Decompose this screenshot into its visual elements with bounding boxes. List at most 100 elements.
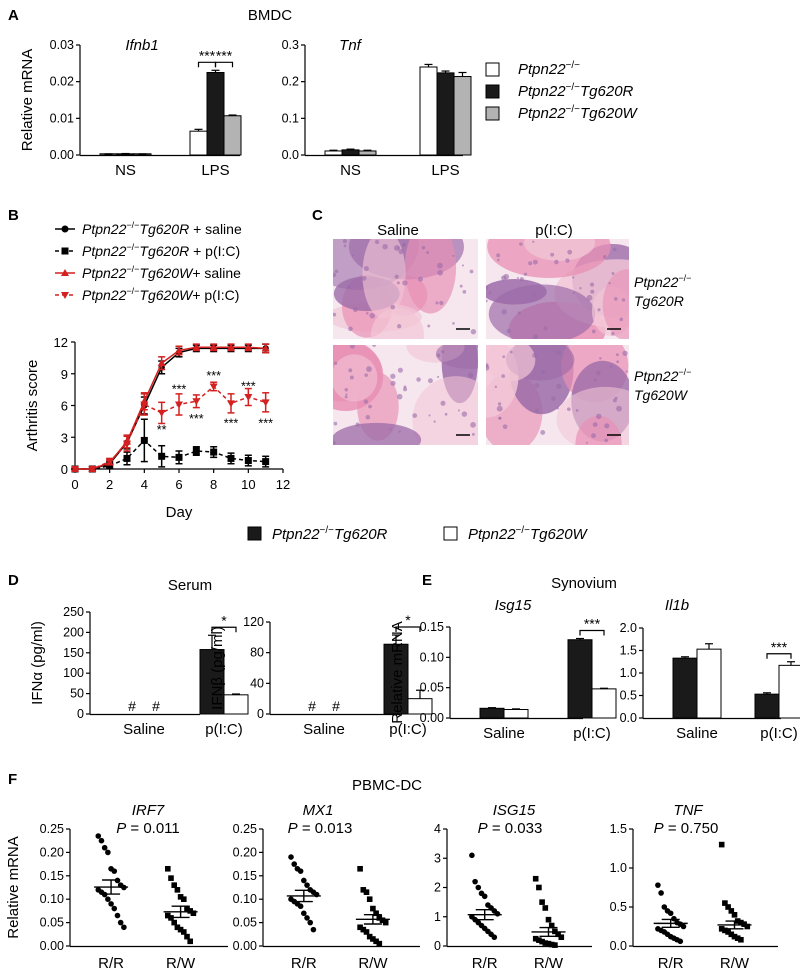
- cell-cluster: [343, 244, 347, 248]
- data-point: [177, 894, 184, 900]
- y-tick-label: 0.00: [40, 939, 64, 953]
- cell-cluster: [361, 275, 367, 281]
- data-point: [192, 447, 200, 455]
- cell-cluster: [501, 309, 507, 315]
- cell-cluster: [459, 284, 463, 288]
- cell-cluster: [433, 420, 436, 423]
- x-tick-label: 0: [71, 477, 78, 492]
- x-tick-label: R/R: [472, 955, 498, 972]
- x-tick-label: 12: [276, 477, 290, 492]
- tissue-region: [435, 345, 478, 369]
- data-point: [98, 837, 105, 844]
- significance-label: ***: [771, 639, 788, 655]
- p-value-label: P = 0.750: [654, 820, 719, 837]
- y-tick-label: 0.0: [282, 148, 299, 162]
- data-point: [366, 933, 373, 940]
- row-label-tg620w: Ptpn22−/−: [634, 367, 691, 384]
- data-point: [304, 882, 310, 888]
- cell-cluster: [452, 254, 455, 257]
- cell-cluster: [494, 385, 498, 389]
- cell-cluster: [572, 291, 575, 295]
- legend-label-tg620w: Ptpn22−/−Tg620W: [518, 104, 639, 122]
- bar: [591, 688, 617, 719]
- y-tick-label: 0.0: [610, 939, 627, 953]
- y-tick-label: 0.15: [233, 869, 257, 883]
- significance-label: ***: [241, 379, 256, 393]
- data-point: [725, 929, 731, 935]
- cell-cluster: [597, 308, 601, 312]
- x-tick-label: p(I:C): [205, 721, 243, 738]
- x-tick-label: NS: [115, 162, 136, 179]
- col-label-pic: p(I:C): [535, 222, 573, 239]
- y-axis-label: Arthritis score: [24, 360, 41, 452]
- bar: [419, 66, 438, 156]
- x-tick-label: Saline: [123, 721, 165, 738]
- data-point: [718, 926, 725, 932]
- cell-cluster: [586, 294, 593, 301]
- col-label-saline: Saline: [377, 222, 419, 239]
- bar: [479, 707, 505, 719]
- cell-cluster: [590, 289, 595, 294]
- data-point: [111, 868, 118, 874]
- y-tick-label: 0.25: [233, 822, 257, 836]
- data-point: [244, 343, 253, 351]
- x-tick-label: Saline: [483, 725, 525, 742]
- cell-cluster: [398, 248, 404, 255]
- cell-cluster: [616, 360, 620, 364]
- data-point: [140, 436, 148, 444]
- mid-legend-label-tg620w: Ptpn22−/−Tg620W: [468, 525, 589, 543]
- x-tick-label: 8: [210, 477, 217, 492]
- data-point: [661, 904, 668, 910]
- chart-title: Il1b: [665, 597, 689, 614]
- data-point: [363, 929, 370, 935]
- tissue-region: [486, 345, 536, 382]
- x-tick-label: Saline: [303, 721, 345, 738]
- cell-cluster: [622, 350, 628, 356]
- y-tick-label: 0: [77, 707, 84, 721]
- x-tick-label: p(I:C): [573, 725, 611, 742]
- data-point: [187, 938, 193, 945]
- data-point: [731, 912, 738, 918]
- y-tick-label: 0.5: [610, 900, 627, 914]
- data-point: [542, 905, 549, 911]
- cell-cluster: [333, 421, 338, 426]
- cell-cluster: [543, 326, 548, 331]
- cell-cluster: [471, 432, 475, 436]
- data-point: [722, 927, 728, 934]
- data-point: [140, 401, 149, 409]
- cell-cluster: [612, 398, 617, 403]
- y-tick-label: 0.02: [50, 75, 74, 89]
- data-point: [738, 919, 744, 926]
- panel-a-legend: Ptpn22−/− Ptpn22−/−Tg620R Ptpn22−/−Tg620…: [485, 60, 639, 122]
- y-tick-label: 0.15: [420, 620, 444, 634]
- panel-c: C Saline p(I:C) Ptpn22−/− Tg620R Ptpn22−…: [312, 207, 691, 445]
- cell-cluster: [528, 261, 533, 266]
- panel-e-title: Synovium: [551, 575, 617, 592]
- cell-cluster: [452, 322, 455, 325]
- cell-cluster: [461, 264, 465, 267]
- data-point: [210, 448, 218, 456]
- x-tick-label: R/W: [534, 955, 564, 972]
- data-point: [542, 940, 549, 946]
- row-label-tg620r-line2: Tg620R: [634, 293, 684, 309]
- data-point: [539, 899, 545, 905]
- significance-label: ***: [199, 47, 216, 63]
- mid-legend-label-tg620r: Ptpn22−/−Tg620R: [272, 525, 388, 543]
- data-point: [548, 941, 555, 948]
- cell-cluster: [519, 277, 524, 282]
- cell-cluster: [506, 328, 512, 334]
- data-point: [667, 910, 674, 917]
- tissue-region: [404, 239, 457, 314]
- data-point: [291, 861, 298, 867]
- x-tick-label: R/R: [291, 955, 317, 972]
- cell-cluster: [437, 375, 440, 379]
- x-tick-label: R/W: [720, 955, 750, 972]
- significance-label: ***: [172, 383, 187, 397]
- x-tick-label: R/W: [358, 955, 388, 972]
- data-point: [288, 854, 294, 860]
- data-point: [174, 924, 181, 931]
- data-point: [184, 933, 190, 940]
- histology-image: [486, 239, 629, 339]
- x-tick-label: 6: [175, 477, 182, 492]
